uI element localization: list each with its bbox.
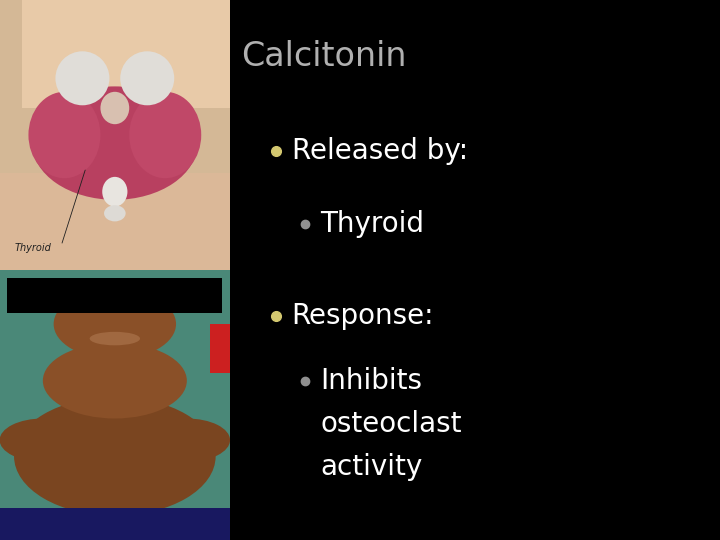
Ellipse shape (0, 418, 86, 462)
Ellipse shape (55, 51, 109, 105)
Ellipse shape (130, 92, 202, 178)
Ellipse shape (32, 86, 197, 200)
Bar (0, 508, 230, 540)
Ellipse shape (104, 205, 126, 221)
Ellipse shape (14, 397, 216, 516)
Bar (0, 270, 230, 508)
Text: Released by:: Released by: (292, 137, 468, 165)
Bar (0, 0, 230, 270)
Text: Inhibits: Inhibits (320, 367, 423, 395)
Bar (22, 0, 230, 108)
Ellipse shape (29, 92, 101, 178)
Bar (0, 173, 230, 270)
Ellipse shape (89, 332, 140, 346)
Ellipse shape (101, 92, 130, 124)
Text: Thyroid: Thyroid (320, 210, 424, 238)
Ellipse shape (144, 418, 230, 462)
Ellipse shape (120, 51, 174, 105)
Text: osteoclast: osteoclast (320, 410, 462, 438)
Text: Response:: Response: (292, 302, 434, 330)
Text: Calcitonin: Calcitonin (241, 40, 407, 73)
Bar (7, 278, 222, 313)
Ellipse shape (53, 289, 176, 359)
Text: Thyroid: Thyroid (14, 243, 51, 253)
Ellipse shape (43, 343, 187, 418)
Ellipse shape (102, 177, 127, 206)
Bar (210, 324, 230, 373)
Text: activity: activity (320, 453, 423, 481)
